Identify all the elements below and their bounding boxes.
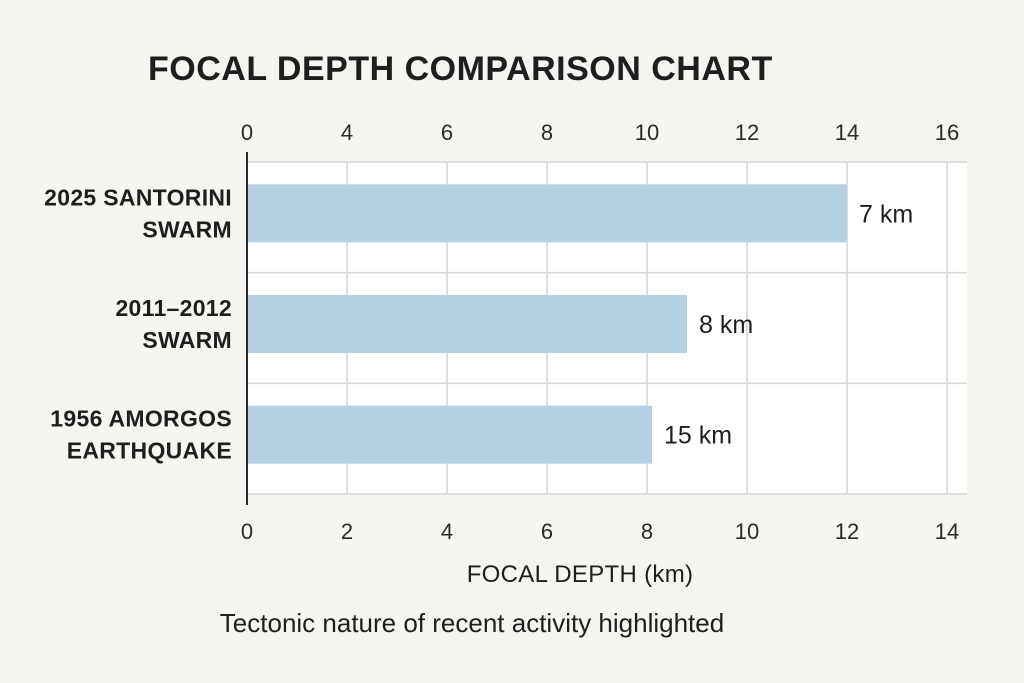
top-tick-label: 16	[935, 120, 959, 145]
top-tick-label: 12	[735, 120, 759, 145]
bottom-tick-label: 14	[935, 519, 959, 544]
category-label: SWARM	[142, 216, 232, 242]
data-label: 15 km	[664, 422, 732, 450]
bar	[247, 405, 652, 464]
chart-title: FOCAL DEPTH COMPARISON CHART	[148, 50, 773, 88]
top-tick-label: 6	[441, 120, 453, 145]
category-label: SWARM	[142, 327, 232, 353]
top-tick-label: 10	[635, 120, 659, 145]
bottom-tick-label: 0	[241, 519, 253, 544]
category-label: 2025 SANTORINI	[44, 184, 232, 210]
bottom-tick-label: 6	[541, 519, 553, 544]
chart-caption: Tectonic nature of recent activity highl…	[220, 608, 724, 638]
data-label: 7 km	[859, 200, 913, 228]
data-label: 8 km	[699, 311, 753, 339]
bars: 7 km 8 km 15 km	[247, 184, 913, 464]
top-tick-label: 8	[541, 120, 553, 145]
bottom-tick-label: 12	[835, 519, 859, 544]
category-labels: 2025 SANTORINI SWARM 2011–2012 SWARM 1956 AM…	[44, 184, 232, 463]
top-tick-label: 14	[835, 120, 859, 145]
bottom-tick-label: 8	[641, 519, 653, 544]
category-label: EARTHQUAKE	[67, 438, 232, 464]
category-label: 1956 AMORGOS	[50, 406, 232, 432]
category-label: 2011–2012	[115, 295, 232, 321]
top-tick-label: 0	[241, 120, 253, 145]
bar	[247, 295, 687, 353]
top-axis: 0 4 6 8 10 12 14 16	[241, 120, 959, 145]
bottom-tick-label: 4	[441, 519, 453, 544]
bottom-axis: 0 2 4 6 8 10 12 14	[241, 519, 959, 544]
bar	[247, 184, 847, 243]
bottom-tick-label: 2	[341, 519, 353, 544]
bottom-tick-label: 10	[735, 519, 759, 544]
x-axis-label: FOCAL DEPTH (km)	[467, 561, 694, 588]
top-tick-label: 4	[341, 120, 353, 145]
